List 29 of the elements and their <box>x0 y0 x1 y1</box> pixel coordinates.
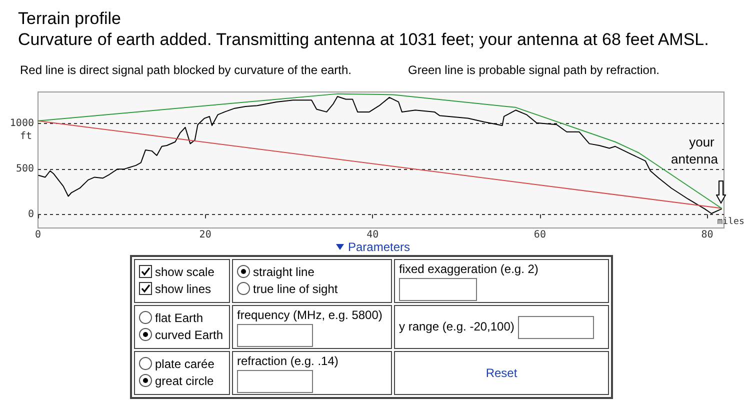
annotation: your antenna <box>671 134 719 167</box>
chart-subtitle: Curvature of earth added. Transmitting antenna at 1031 feet; your antenna at 68 feet AMSL. <box>18 29 709 50</box>
text: refraction (e.g. .14) <box>232 351 392 395</box>
text: fixed exaggeration (e.g. 2) <box>394 259 609 303</box>
text: plate carée <box>155 357 214 371</box>
x-tick-label: 20 <box>199 230 212 240</box>
y-tick-label: 500 <box>16 164 34 175</box>
text: true line of sight <box>253 282 338 296</box>
x-tick-label: 80 <box>701 230 714 240</box>
text: show lines <box>155 282 212 296</box>
text: straight line <box>253 265 314 279</box>
text: Reset <box>486 366 518 380</box>
y-tick-label: 0 <box>28 208 34 220</box>
text: great circle <box>155 374 214 388</box>
x-tick-label: 0 <box>34 230 42 240</box>
text: Green line is probable signal path by refraction. <box>408 63 660 77</box>
text: frequency (MHz, e.g. 5800) <box>232 305 392 349</box>
text: Red line is direct signal path blocked by curvature of the earth. <box>20 63 352 77</box>
y-axis-title: ft <box>20 131 32 142</box>
y-tick-label: 1000 <box>10 118 34 130</box>
text: curved Earth <box>155 328 224 342</box>
x-tick-label: 40 <box>366 230 379 240</box>
text: flat Earth <box>155 311 204 325</box>
text: Parameters <box>346 240 412 254</box>
x-tick-label: 60 <box>534 230 546 240</box>
text: y range (e.g. -20,100) <box>394 305 609 349</box>
chart-title: Terrain profile <box>18 8 122 29</box>
text: show scale <box>155 265 214 279</box>
x-axis-title: miles <box>717 216 744 227</box>
